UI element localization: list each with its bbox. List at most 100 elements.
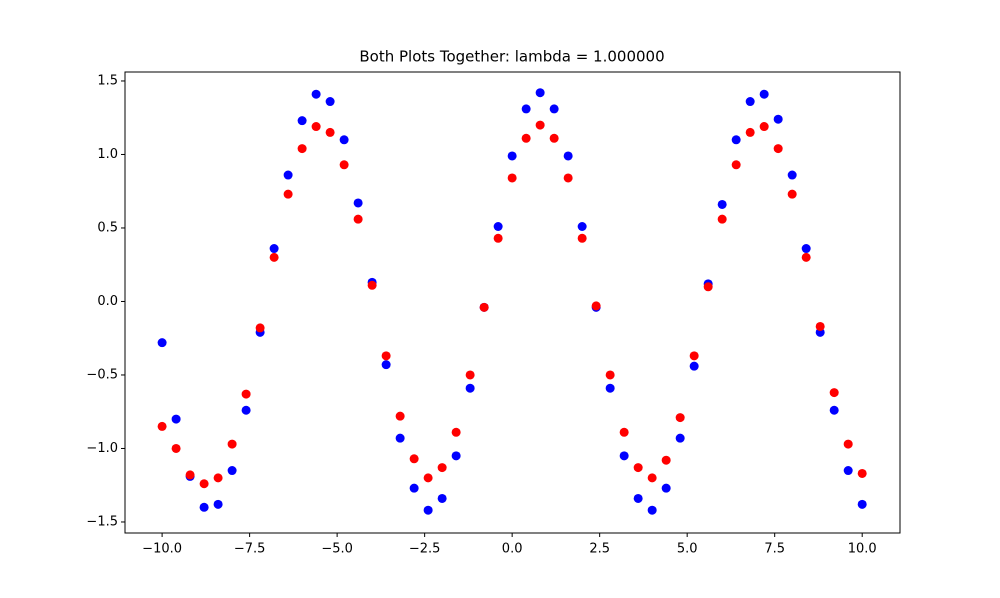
point — [661, 483, 671, 493]
point — [591, 301, 601, 311]
x-tick-label: 10.0 — [848, 542, 877, 557]
point — [647, 505, 657, 515]
point — [535, 88, 545, 98]
x-tick-label: −7.5 — [234, 542, 266, 557]
point — [213, 473, 223, 483]
point — [829, 405, 839, 415]
point — [353, 198, 363, 208]
x-tick-label: 2.5 — [589, 542, 610, 557]
point — [759, 122, 769, 132]
point — [773, 114, 783, 124]
chart-title: Both Plots Together: lambda = 1.000000 — [359, 48, 664, 66]
point — [381, 360, 391, 370]
x-tick-label: 7.5 — [764, 542, 785, 557]
point — [227, 439, 237, 449]
point — [297, 116, 307, 126]
x-tick-label: 0.0 — [502, 542, 523, 557]
point — [381, 351, 391, 361]
point — [689, 361, 699, 371]
point — [507, 151, 517, 161]
point — [465, 383, 475, 393]
point — [465, 370, 475, 380]
point — [521, 133, 531, 143]
point — [255, 323, 265, 333]
y-tick-label: −1.0 — [86, 441, 118, 456]
point — [395, 411, 405, 421]
point — [339, 135, 349, 145]
y-tick-label: 1.0 — [97, 147, 118, 162]
point — [493, 233, 503, 243]
point — [157, 338, 167, 348]
point — [325, 127, 335, 137]
point — [787, 189, 797, 199]
point — [815, 321, 825, 331]
point — [451, 427, 461, 437]
point — [843, 466, 853, 476]
point — [171, 414, 181, 424]
point — [605, 383, 615, 393]
point — [227, 466, 237, 476]
point — [703, 282, 713, 292]
point — [535, 120, 545, 130]
point — [507, 173, 517, 183]
point — [199, 502, 209, 512]
point — [647, 473, 657, 483]
point — [745, 127, 755, 137]
y-tick-label: 0.0 — [97, 294, 118, 309]
point — [423, 505, 433, 515]
point — [325, 97, 335, 107]
point — [857, 499, 867, 509]
point — [577, 233, 587, 243]
point — [549, 104, 559, 114]
point — [493, 221, 503, 231]
point — [801, 244, 811, 254]
point — [661, 455, 671, 465]
point — [395, 433, 405, 443]
point — [269, 252, 279, 262]
point — [521, 104, 531, 114]
point — [717, 214, 727, 224]
point — [563, 151, 573, 161]
point — [605, 370, 615, 380]
point — [563, 173, 573, 183]
point — [689, 351, 699, 361]
point — [549, 133, 559, 143]
point — [297, 144, 307, 154]
point — [717, 199, 727, 209]
point — [731, 135, 741, 145]
point — [619, 451, 629, 461]
point — [479, 302, 489, 312]
y-tick-label: 0.5 — [97, 220, 118, 235]
point — [745, 97, 755, 107]
point — [409, 454, 419, 464]
point — [829, 388, 839, 398]
point — [241, 405, 251, 415]
point — [633, 463, 643, 473]
point — [367, 280, 377, 290]
y-tick-label: −0.5 — [86, 367, 118, 382]
point — [339, 160, 349, 170]
point — [801, 252, 811, 262]
point — [409, 483, 419, 493]
point — [283, 189, 293, 199]
point — [731, 160, 741, 170]
point — [675, 413, 685, 423]
point — [213, 499, 223, 509]
point — [283, 170, 293, 180]
point — [437, 463, 447, 473]
point — [633, 493, 643, 503]
point — [773, 144, 783, 154]
point — [675, 433, 685, 443]
x-tick-label: 5.0 — [677, 542, 698, 557]
point — [185, 470, 195, 480]
y-tick-label: 1.5 — [97, 73, 118, 88]
point — [437, 493, 447, 503]
point — [157, 421, 167, 431]
point — [199, 479, 209, 489]
point — [311, 122, 321, 132]
point — [353, 214, 363, 224]
point — [843, 439, 853, 449]
point — [577, 221, 587, 231]
